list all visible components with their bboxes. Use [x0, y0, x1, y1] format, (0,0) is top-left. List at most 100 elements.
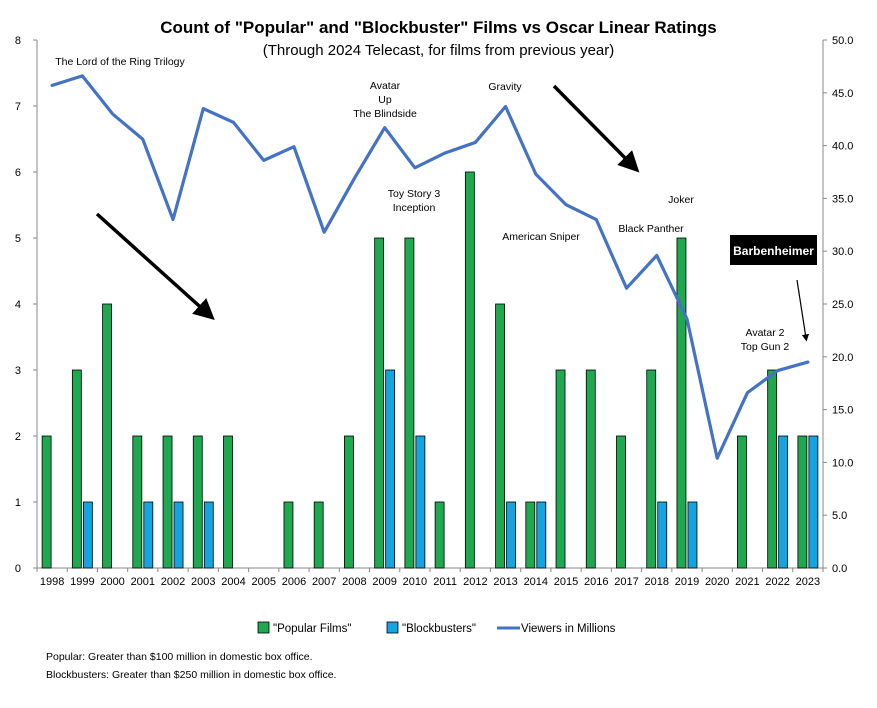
x-tick-label: 1998 [40, 576, 64, 588]
x-tick-label: 2019 [675, 576, 699, 588]
bar-popular-films [797, 435, 808, 569]
bar-popular-films [464, 171, 475, 569]
x-tick-label: 2012 [463, 576, 487, 588]
bar-popular-films [344, 435, 354, 569]
y-tick-right-label: 45.0 [832, 88, 853, 100]
bar-popular-films [162, 435, 173, 569]
annotation-line: Black Panther [618, 223, 684, 235]
bar-popular-films [646, 369, 657, 569]
bar-popular-films [525, 501, 536, 569]
y-tick-right-label: 25.0 [832, 299, 853, 311]
annotation-line: American Sniper [502, 231, 580, 243]
bar-popular-films [102, 303, 112, 569]
annotation-line: Gravity [488, 81, 522, 93]
y-tick-right-label: 5.0 [832, 510, 847, 522]
y-tick-right-label: 0.0 [832, 563, 847, 575]
x-tick-label: 2021 [735, 576, 759, 588]
annotation-line: Avatar [370, 80, 401, 92]
annotation-label: Gravity [488, 81, 522, 93]
bar-popular-films [767, 369, 778, 569]
bar-blockbusters [808, 435, 819, 569]
x-tick-label: 1999 [70, 576, 94, 588]
y-tick-right-label: 15.0 [832, 405, 853, 417]
annotation-line: The Lord of the Ring Trilogy [55, 56, 185, 68]
x-tick-label: 2002 [161, 576, 185, 588]
annotation-line: Joker [668, 194, 694, 206]
x-tick-label: 2015 [554, 576, 578, 588]
annotation-label: Avatar 2 Top Gun 2 [741, 327, 790, 353]
bar-blockbusters [385, 369, 396, 569]
bar-blockbusters [82, 501, 93, 569]
x-tick-label: 2022 [765, 576, 789, 588]
chart-title: Count of "Popular" and "Blockbuster" Fil… [160, 18, 717, 37]
bar-blockbusters [415, 435, 426, 569]
bar-popular-films [676, 237, 687, 569]
bar-popular-films [313, 501, 324, 569]
y-tick-right-label: 30.0 [832, 246, 853, 258]
bar-popular-films [223, 435, 233, 569]
x-tick-label: 2017 [614, 576, 638, 588]
x-tick-label: 2011 [433, 576, 457, 588]
x-tick-label: 2014 [524, 576, 548, 588]
legend-swatch-blockbusters [386, 621, 399, 634]
x-tick-label: 2001 [131, 576, 155, 588]
annotation-label: The Lord of the Ring Trilogy [55, 56, 185, 68]
bar-blockbusters [687, 501, 698, 569]
x-tick-label: 2010 [403, 576, 427, 588]
x-tick-label: 2005 [251, 576, 275, 588]
y-tick-left-label: 7 [15, 101, 21, 113]
bar-popular-films [283, 501, 294, 569]
annotation-line: Up [378, 94, 392, 106]
bar-blockbusters [778, 435, 789, 569]
y-tick-right-label: 50.0 [832, 35, 853, 47]
x-tick-label: 2018 [644, 576, 668, 588]
legend-label-popular: "Popular Films" [273, 623, 351, 635]
y-tick-left-label: 8 [15, 35, 21, 47]
bar-blockbusters [657, 501, 668, 569]
bar-blockbusters [143, 501, 154, 569]
x-tick-label: 2009 [372, 576, 396, 588]
y-tick-right-label: 10.0 [832, 457, 853, 469]
bar-popular-films [374, 237, 385, 569]
y-tick-left-label: 6 [15, 167, 21, 179]
x-tick-label: 2006 [282, 576, 306, 588]
y-tick-left-label: 2 [15, 431, 21, 443]
line-group [50, 74, 810, 460]
x-tick-label: 2020 [705, 576, 729, 588]
bar-popular-films [616, 435, 626, 569]
bar-popular-films [495, 303, 505, 569]
annotation-line: The Blindside [353, 108, 417, 120]
annotation-label: American Sniper [502, 231, 580, 243]
bar-blockbusters [506, 501, 516, 569]
callout-arrow [796, 279, 810, 342]
y-tick-right-label: 35.0 [832, 193, 853, 205]
bar-popular-films [585, 369, 596, 569]
y-tick-right-label: 20.0 [832, 352, 853, 364]
bar-popular-films [41, 435, 52, 569]
annotation-line: Top Gun 2 [741, 341, 790, 353]
trend-arrow-right [552, 84, 640, 173]
x-tick-label: 2000 [100, 576, 124, 588]
y-tick-right-label: 40.0 [832, 141, 853, 153]
y-tick-left-label: 1 [15, 497, 21, 509]
x-tick-label: 2003 [191, 576, 215, 588]
footnote-blockbusters: Blockbusters: Greater than $250 million … [46, 669, 337, 681]
bar-popular-films [71, 369, 82, 569]
annotation-line: Toy Story 3 [388, 188, 441, 200]
x-tick-label: 2004 [221, 576, 245, 588]
x-tick-label: 2023 [796, 576, 820, 588]
callout-label: Barbenheimer [733, 244, 814, 258]
x-tick-label: 2008 [342, 576, 366, 588]
annotation-label: Black Panther [618, 223, 684, 235]
y-tick-left-label: 0 [15, 563, 21, 575]
annotation-label: Avatar Up The Blindside [353, 80, 417, 120]
y-tick-left-label: 4 [15, 299, 21, 311]
y-tick-left-label: 5 [15, 233, 21, 245]
bar-popular-films [555, 369, 566, 569]
bar-blockbusters [173, 501, 184, 569]
annotations-group: The Lord of the Ring Trilogy Avatar Up The … [55, 56, 817, 353]
footnote-popular: Popular: Greater than $100 million in do… [46, 651, 313, 663]
trend-arrow-left [95, 212, 215, 321]
